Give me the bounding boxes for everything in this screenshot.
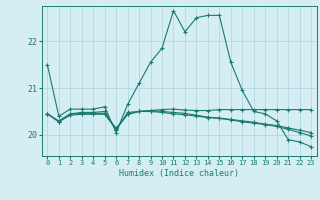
- X-axis label: Humidex (Indice chaleur): Humidex (Indice chaleur): [119, 169, 239, 178]
